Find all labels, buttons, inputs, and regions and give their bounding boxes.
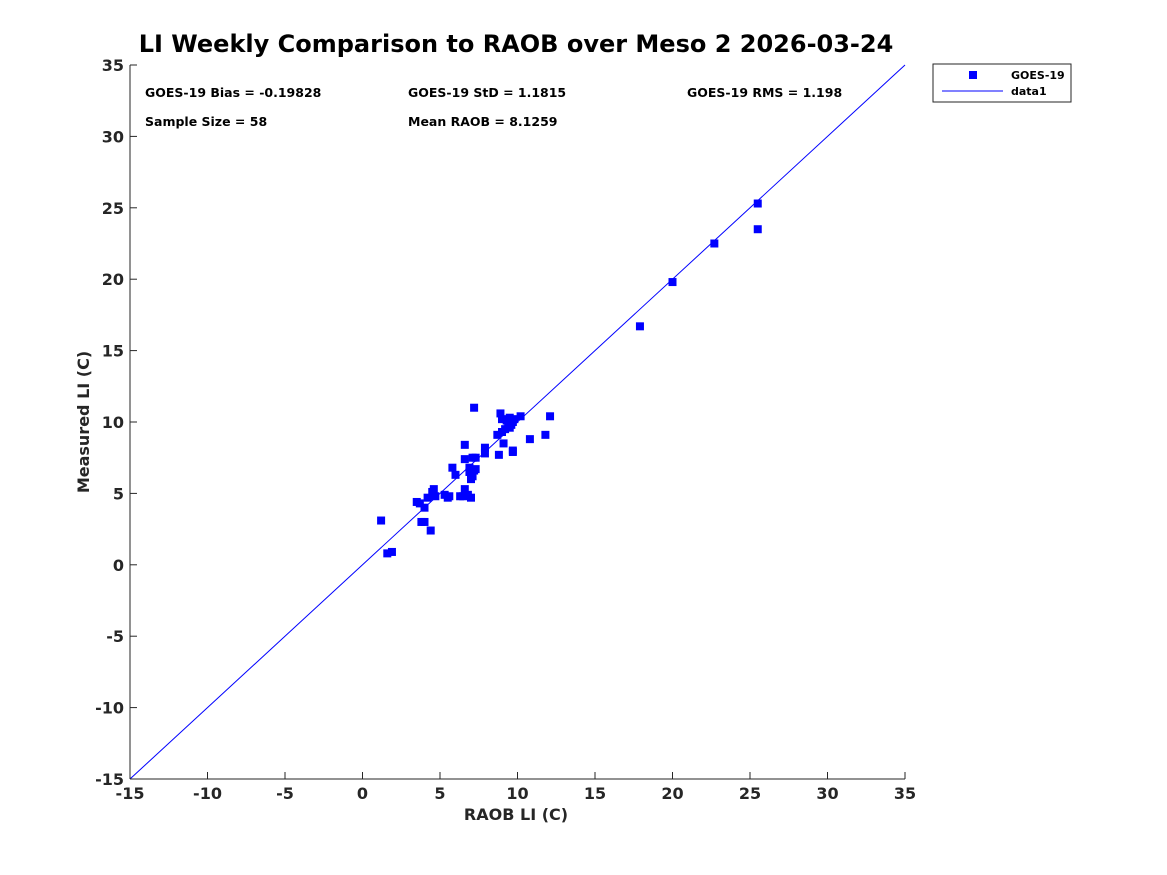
data-point (516, 412, 525, 421)
data-point (460, 485, 469, 494)
legend-box (932, 63, 1072, 103)
data-point (423, 493, 432, 502)
data-point (459, 492, 468, 501)
data-point (467, 493, 475, 502)
data-point (415, 499, 424, 508)
data-point (494, 450, 503, 459)
data-point (448, 463, 457, 472)
plot-area (129, 64, 906, 780)
data-point (635, 322, 644, 331)
y-tick-label: 10 (102, 413, 124, 432)
x-tick-label: 25 (739, 784, 761, 803)
stat-mean-raob: Mean RAOB = 8.1259 (408, 114, 557, 129)
data-point (496, 409, 505, 418)
data-point (420, 503, 429, 512)
data-point (480, 449, 489, 458)
y-tick-label: -15 (95, 770, 124, 789)
y-tick-label: 30 (102, 127, 124, 146)
data-point (460, 440, 469, 449)
x-tick-label: -15 (116, 784, 145, 803)
x-tick-label: 20 (661, 784, 683, 803)
data-point (465, 463, 474, 472)
x-tick-label: 10 (506, 784, 528, 803)
chart-title: LI Weekly Comparison to RAOB over Meso 2… (139, 30, 894, 58)
data-point (470, 403, 479, 412)
data-point (429, 485, 438, 494)
data-point (525, 435, 534, 444)
data-point (493, 430, 502, 439)
stat-std: GOES-19 StD = 1.1815 (408, 85, 566, 100)
stats-annotations: GOES-19 Bias = -0.19828 GOES-19 StD = 1.… (145, 85, 842, 129)
data-point (377, 516, 386, 525)
x-axis-ticks: -15 -10 -5 0 5 10 15 20 25 30 35 (116, 772, 916, 803)
x-tick-label: 30 (816, 784, 838, 803)
data-point (468, 472, 477, 481)
data-point (471, 465, 480, 474)
x-tick-label: 15 (584, 784, 606, 803)
x-tick-label: 0 (357, 784, 368, 803)
x-tick-label: -5 (276, 784, 294, 803)
data-point (541, 430, 550, 439)
y-tick-label: 35 (102, 56, 124, 75)
data-point (753, 225, 762, 234)
data-point (501, 425, 510, 434)
stat-rms: GOES-19 RMS = 1.198 (687, 85, 842, 100)
y-axis-label: Measured LI (C) (74, 351, 93, 493)
data-point (546, 412, 555, 421)
data-point (465, 467, 474, 476)
data-point (710, 239, 719, 248)
data-point (498, 415, 506, 424)
y-tick-label: -5 (106, 627, 124, 646)
y-tick-label: 15 (102, 342, 124, 361)
data-point (451, 470, 460, 479)
data-point (505, 413, 514, 422)
y-tick-label: 25 (102, 199, 124, 218)
data-point (668, 278, 677, 287)
legend-marker-goes-19 (969, 71, 977, 79)
data-point (471, 453, 480, 462)
data-point (460, 455, 469, 464)
stat-sample-size: Sample Size = 58 (145, 114, 267, 129)
data-point (426, 526, 435, 535)
data-point (420, 517, 429, 526)
series-goes-19 (377, 199, 762, 558)
data-point (499, 439, 508, 448)
data-point (480, 443, 489, 452)
data-point (510, 415, 519, 424)
y-tick-label: 20 (102, 270, 124, 289)
data-point (431, 492, 440, 501)
x-tick-label: 5 (434, 784, 445, 803)
stat-bias: GOES-19 Bias = -0.19828 (145, 85, 321, 100)
data-point (387, 547, 396, 556)
data-point (753, 199, 762, 208)
y-axis-ticks: -15 -10 -5 0 5 10 15 20 25 30 35 (95, 56, 137, 789)
data-point (445, 492, 454, 501)
legend: GOES-19 data1 (932, 63, 1072, 103)
x-axis-label: RAOB LI (C) (464, 805, 568, 824)
x-tick-label: -10 (193, 784, 222, 803)
data-point (508, 446, 517, 455)
legend-label-goes-19: GOES-19 (1011, 69, 1065, 82)
data-point (383, 549, 392, 558)
y-tick-label: -10 (95, 699, 124, 718)
y-tick-label: 0 (113, 556, 124, 575)
legend-label-data1: data1 (1011, 85, 1047, 98)
x-tick-label: 35 (894, 784, 916, 803)
y-tick-label: 5 (113, 484, 124, 503)
